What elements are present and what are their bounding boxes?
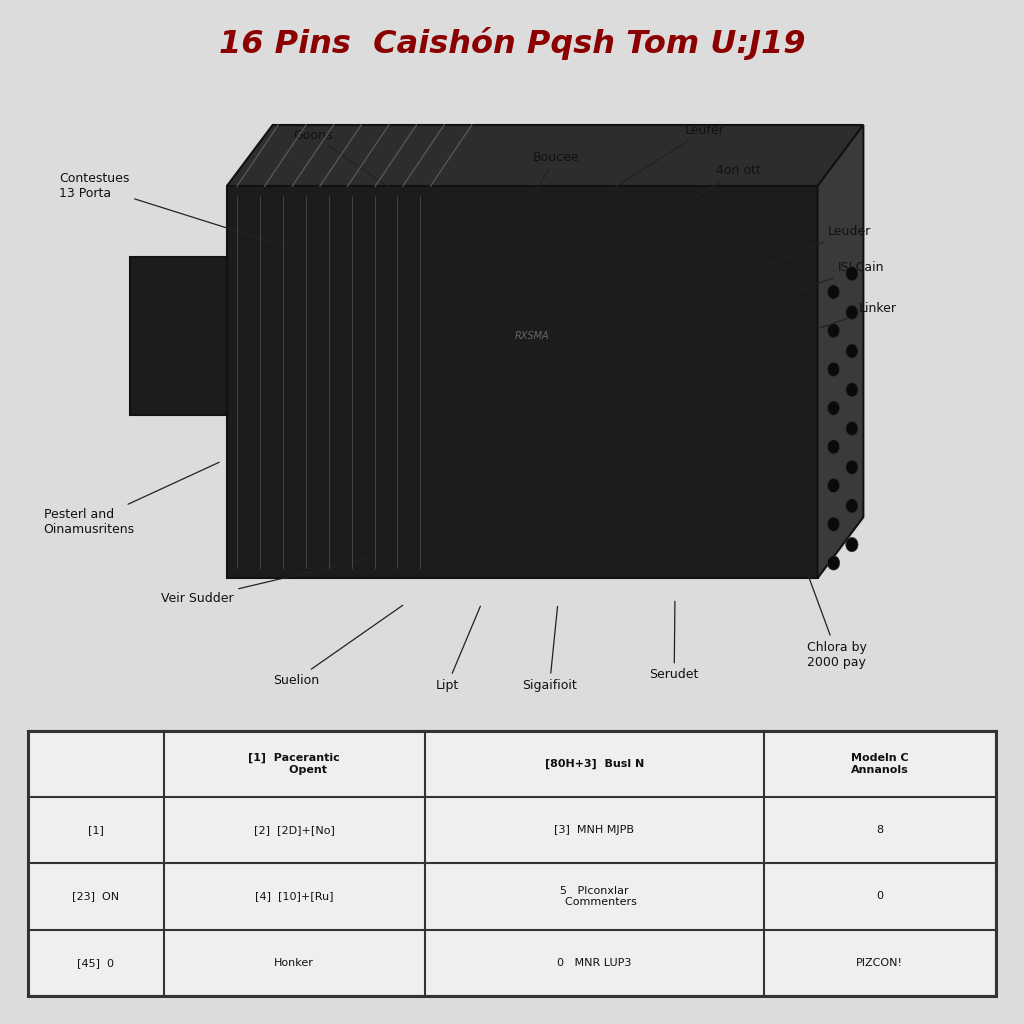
- Ellipse shape: [827, 324, 840, 338]
- Text: 8: 8: [877, 825, 884, 836]
- Ellipse shape: [846, 266, 858, 281]
- Polygon shape: [227, 186, 817, 579]
- Text: Modeln C
Annanols: Modeln C Annanols: [851, 754, 908, 775]
- Text: [2]  [2D]+[No]: [2] [2D]+[No]: [254, 825, 335, 836]
- Text: Sigaifioit: Sigaifioit: [522, 606, 577, 691]
- Text: Serudet: Serudet: [649, 601, 698, 681]
- Text: Veir Sudder: Veir Sudder: [161, 558, 367, 605]
- Ellipse shape: [827, 478, 840, 493]
- Text: [3]  MNH MJPB: [3] MNH MJPB: [554, 825, 634, 836]
- Text: [4]  [10]+[Ru]: [4] [10]+[Ru]: [255, 892, 334, 901]
- FancyBboxPatch shape: [29, 731, 995, 995]
- Text: Leuder: Leuder: [764, 225, 871, 266]
- Ellipse shape: [827, 285, 840, 299]
- Text: [80H+3]  Busl N: [80H+3] Busl N: [545, 759, 644, 769]
- Text: Goons: Goons: [293, 129, 392, 189]
- Text: Lipt: Lipt: [435, 606, 480, 691]
- Text: ISLCain: ISLCain: [795, 261, 885, 292]
- Ellipse shape: [846, 421, 858, 435]
- Ellipse shape: [827, 362, 840, 377]
- Text: Linker: Linker: [820, 302, 896, 328]
- Text: 16 Pins  Caishón Pqsh Tom U:J19: 16 Pins Caishón Pqsh Tom U:J19: [219, 27, 805, 60]
- Polygon shape: [130, 257, 227, 416]
- Ellipse shape: [846, 383, 858, 397]
- Text: [45]  0: [45] 0: [78, 957, 115, 968]
- Ellipse shape: [827, 556, 840, 570]
- Ellipse shape: [846, 499, 858, 513]
- Polygon shape: [227, 125, 863, 186]
- Text: 5   Plconxlar
    Commenters: 5 Plconxlar Commenters: [551, 886, 637, 907]
- Text: Suelion: Suelion: [272, 605, 402, 686]
- Text: 0   MNR LUP3: 0 MNR LUP3: [557, 957, 632, 968]
- Text: Honker: Honker: [274, 957, 314, 968]
- Text: Pesterl and
Oinamusritens: Pesterl and Oinamusritens: [43, 462, 219, 537]
- Text: Chlora by
2000 pay: Chlora by 2000 pay: [807, 575, 867, 669]
- Text: [1]: [1]: [88, 825, 103, 836]
- Ellipse shape: [846, 305, 858, 319]
- Ellipse shape: [827, 401, 840, 416]
- Ellipse shape: [846, 460, 858, 474]
- Text: Boucee: Boucee: [528, 152, 579, 204]
- Text: Leufer: Leufer: [611, 124, 725, 189]
- Text: RXSMA: RXSMA: [515, 331, 550, 341]
- Text: [1]  Pacerantic
       Opent: [1] Pacerantic Opent: [249, 753, 340, 775]
- Text: 4on ott: 4on ott: [667, 164, 761, 215]
- Ellipse shape: [846, 538, 858, 552]
- Ellipse shape: [846, 344, 858, 358]
- Text: Contestues
13 Porta: Contestues 13 Porta: [58, 172, 286, 247]
- Ellipse shape: [827, 439, 840, 454]
- Ellipse shape: [827, 517, 840, 531]
- Text: 0: 0: [877, 892, 883, 901]
- Polygon shape: [817, 125, 863, 579]
- Text: [23]  ON: [23] ON: [73, 892, 120, 901]
- Text: PIZCON!: PIZCON!: [856, 957, 903, 968]
